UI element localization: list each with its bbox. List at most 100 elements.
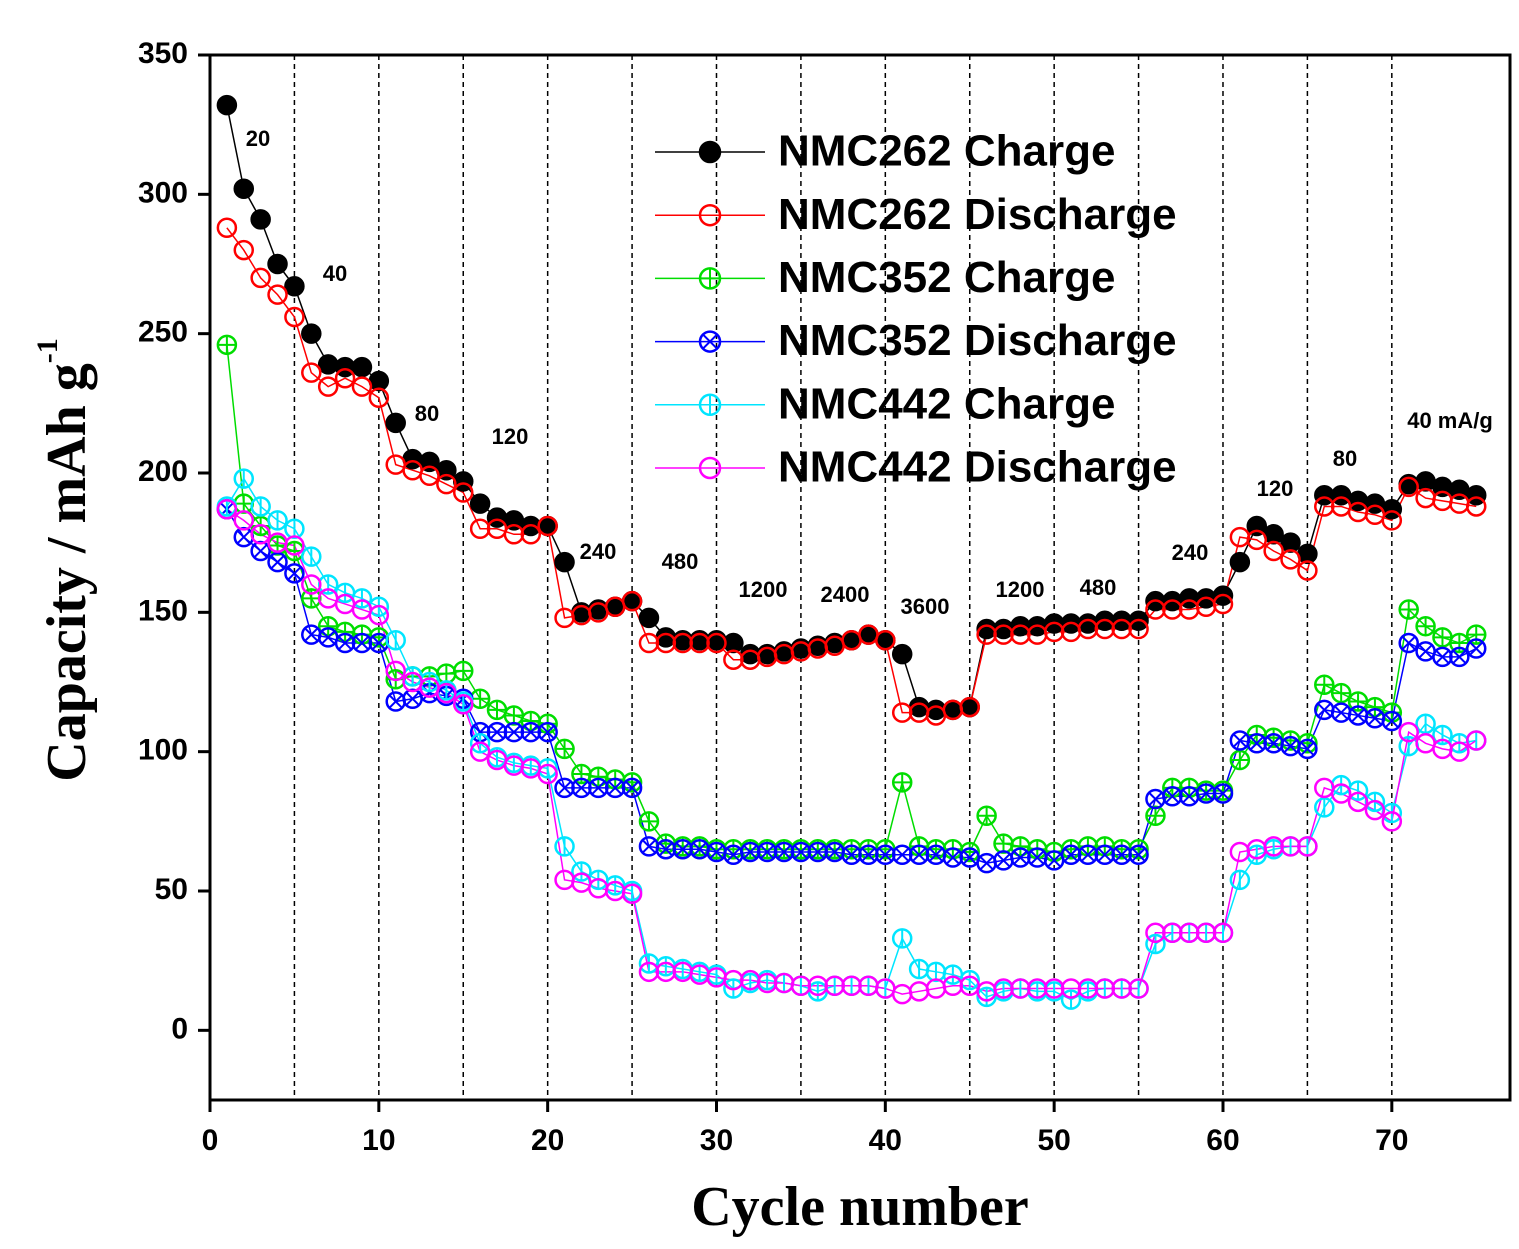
marker-circle [698,203,722,227]
data-point [1314,797,1335,818]
data-point [638,811,660,832]
data-point [1246,515,1268,537]
data-point [1263,524,1284,545]
y-tick-label: 250 [138,316,188,349]
data-point [1398,632,1419,654]
annotation: 1200 [996,577,1045,602]
data-point [1330,783,1352,804]
data-point [1415,616,1436,637]
data-point [1297,836,1318,857]
marker-circle [1449,741,1470,762]
marker-stroke [321,630,336,645]
data-point [503,705,525,726]
data-point [486,699,508,721]
marker-stroke [253,544,268,559]
marker-stroke [625,780,640,795]
y-tick-label: 350 [138,37,188,70]
marker-circle [216,217,238,239]
marker-circle [284,306,305,328]
data-point [250,540,271,562]
marker-stroke [777,844,792,859]
marker-stroke [608,780,623,795]
marker-stroke [405,691,420,706]
marker-circle [1415,471,1436,492]
data-point [301,323,322,344]
marker-circle [1297,738,1318,760]
data-point [1246,529,1268,551]
data-point [233,526,255,548]
marker-stroke [1300,741,1315,756]
marker-circle [1128,844,1149,866]
marker-stroke [979,856,994,871]
legend-marker [698,140,722,164]
marker-stroke [1148,792,1163,807]
data-point [1128,844,1149,866]
x-tick-label: 20 [531,1124,564,1157]
marker-stroke [591,780,606,795]
marker-stroke [675,842,690,857]
marker-stroke [1418,644,1433,659]
data-point [233,468,255,489]
data-point [267,284,288,305]
data-point [1128,618,1149,640]
legend-entry: NMC442 Charge [655,379,1115,428]
data-point [250,496,271,517]
data-point [1212,922,1234,944]
legend-label: NMC442 Charge [778,379,1115,428]
marker-stroke [1317,702,1332,717]
data-point [1229,551,1251,573]
marker-circle [368,370,390,392]
marker-circle [698,330,722,353]
data-point [925,961,947,983]
data-point [1229,869,1251,891]
marker-circle [351,376,373,397]
data-point [554,551,575,573]
marker-circle [706,632,727,654]
data-point [976,805,997,827]
y-tick-label: 100 [138,734,188,767]
data-point [267,253,288,275]
marker-circle [621,777,643,799]
data-point [284,306,305,328]
marker-stroke [1199,786,1214,801]
data-point [1229,730,1251,751]
marker-circle [284,276,305,297]
marker-stroke [338,635,353,650]
marker-stroke [1013,850,1028,865]
marker-circle [1212,593,1234,615]
data-point [351,356,373,378]
data-point [621,883,643,905]
marker-circle [1347,791,1369,813]
legend-entry: NMC352 Discharge [655,316,1177,365]
marker-circle [301,323,322,344]
data-point [1449,741,1470,762]
data-point [1314,674,1335,696]
annotation: 80 [1333,446,1357,471]
marker-circle [1330,783,1352,804]
y-axis-title-sup: -1 [31,338,64,363]
marker-circle [1263,540,1284,562]
marker-circle [1465,496,1487,517]
data-point [385,412,406,434]
x-tick-label: 10 [362,1124,395,1157]
data-point [1449,646,1470,668]
data-point [891,772,913,793]
data-point [385,691,406,712]
marker-circle [537,721,558,743]
marker-circle [317,354,339,375]
marker-circle [1280,549,1301,570]
marker-stroke [844,847,859,862]
data-point [267,551,288,573]
y-tick-label: 0 [171,1012,188,1045]
marker-circle [368,387,390,409]
marker-circle [267,253,288,275]
marker-stroke [861,847,876,862]
data-point [723,632,744,654]
x-tick-label: 0 [202,1124,219,1157]
data-point [638,607,660,629]
marker-circle [621,590,643,612]
data-point [655,838,677,860]
data-point [301,546,322,567]
data-point [1398,721,1419,743]
